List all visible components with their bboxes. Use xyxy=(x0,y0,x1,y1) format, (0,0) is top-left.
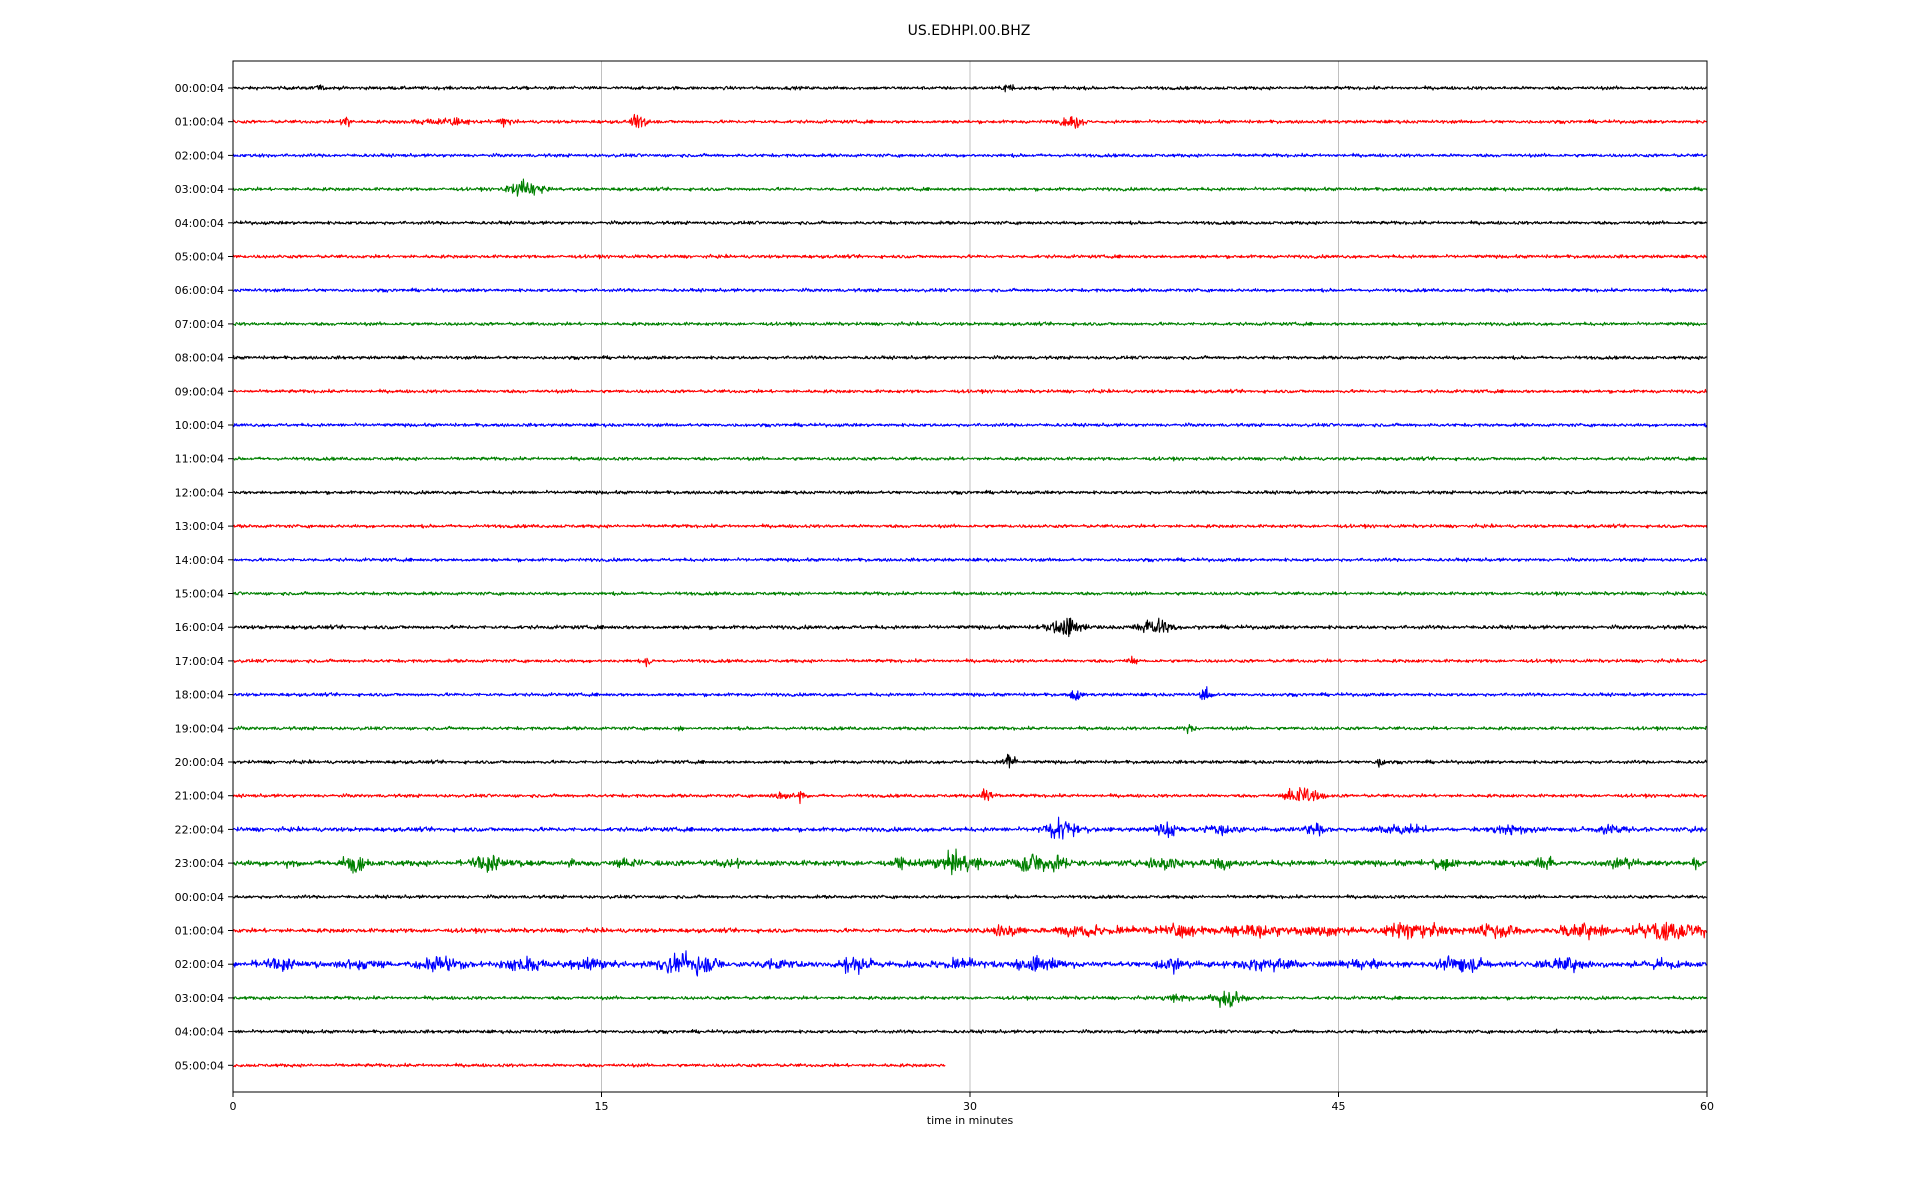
trace-09-00-04-9 xyxy=(232,388,1707,395)
trace-12-00-04-12 xyxy=(232,489,1708,496)
trace-01-00-04-25 xyxy=(232,921,1708,941)
trace-08-00-04-8 xyxy=(232,354,1708,361)
y-tick-label: 23:00:04 xyxy=(175,857,224,870)
trace-13-00-04-13 xyxy=(232,523,1708,529)
y-tick-label: 11:00:04 xyxy=(175,453,224,466)
y-tick-label: 22:00:04 xyxy=(175,823,224,836)
y-tick-label: 21:00:04 xyxy=(175,790,224,803)
y-tick-label: 04:00:04 xyxy=(175,217,224,230)
trace-10-00-04-10 xyxy=(232,422,1708,428)
trace-21-00-04-21 xyxy=(232,786,1707,805)
y-tick-label: 09:00:04 xyxy=(175,385,224,398)
trace-16-00-04-16 xyxy=(232,617,1708,638)
x-tick-label: 60 xyxy=(1700,1100,1714,1113)
trace-02-00-04-2 xyxy=(232,152,1708,159)
x-tick-label: 30 xyxy=(963,1100,977,1113)
trace-20-00-04-20 xyxy=(232,753,1708,769)
trace-02-00-04-26 xyxy=(232,950,1708,977)
y-tick-label: 02:00:04 xyxy=(175,958,224,971)
trace-17-00-04-17 xyxy=(232,655,1707,668)
grid-lines xyxy=(601,61,1339,1092)
trace-22-00-04-22 xyxy=(232,816,1708,840)
y-tick-label: 00:00:04 xyxy=(175,82,224,95)
y-tick-label: 04:00:04 xyxy=(175,1026,224,1039)
y-tick-label: 13:00:04 xyxy=(175,520,224,533)
y-tick-label: 03:00:04 xyxy=(175,183,224,196)
trace-07-00-04-7 xyxy=(232,321,1708,327)
y-tick-label: 16:00:04 xyxy=(175,621,224,634)
trace-03-00-04-3 xyxy=(232,178,1708,197)
x-axis-label: time in minutes xyxy=(927,1114,1014,1127)
y-tick-label: 01:00:04 xyxy=(175,116,224,129)
trace-11-00-04-11 xyxy=(232,455,1708,462)
y-ticks: 00:00:04 01:00:04 02:00:04 03:00:04 04:00:04… xyxy=(175,82,233,1072)
trace-04-00-04-4 xyxy=(232,220,1707,226)
y-tick-label: 17:00:04 xyxy=(175,655,224,668)
trace-00-00-04-0 xyxy=(232,84,1708,93)
y-tick-label: 07:00:04 xyxy=(175,318,224,331)
y-tick-label: 19:00:04 xyxy=(175,722,224,735)
x-ticks: 0 15 30 45 60 xyxy=(230,1092,1714,1113)
trace-00-00-04-24 xyxy=(232,894,1707,900)
trace-01-00-04-1 xyxy=(232,113,1708,129)
y-tick-label: 08:00:04 xyxy=(175,352,224,365)
y-tick-label: 00:00:04 xyxy=(175,891,224,904)
y-tick-label: 03:00:04 xyxy=(175,992,224,1005)
y-tick-label: 10:00:04 xyxy=(175,419,224,432)
trace-04-00-04-28 xyxy=(232,1028,1708,1035)
y-tick-label: 05:00:04 xyxy=(175,251,224,264)
y-tick-label: 06:00:04 xyxy=(175,284,224,297)
x-tick-label: 15 xyxy=(595,1100,609,1113)
trace-18-00-04-18 xyxy=(232,686,1707,701)
trace-15-00-04-15 xyxy=(232,590,1707,597)
y-tick-label: 05:00:04 xyxy=(175,1059,224,1072)
y-tick-label: 12:00:04 xyxy=(175,486,224,499)
trace-03-00-04-27 xyxy=(232,990,1708,1008)
x-tick-label: 0 xyxy=(230,1100,237,1113)
trace-19-00-04-19 xyxy=(232,723,1708,735)
y-tick-label: 18:00:04 xyxy=(175,689,224,702)
trace-05-00-04-29 xyxy=(232,1062,946,1068)
y-tick-label: 20:00:04 xyxy=(175,756,224,769)
trace-06-00-04-6 xyxy=(232,287,1708,293)
y-tick-label: 15:00:04 xyxy=(175,588,224,601)
trace-14-00-04-14 xyxy=(232,557,1708,563)
x-tick-label: 45 xyxy=(1332,1100,1346,1113)
trace-05-00-04-5 xyxy=(232,253,1708,260)
chart-title: US.EDHPI.00.BHZ xyxy=(908,23,1031,39)
trace-23-00-04-23 xyxy=(232,848,1707,876)
y-tick-label: 14:00:04 xyxy=(175,554,224,567)
y-tick-label: 01:00:04 xyxy=(175,925,224,938)
trace-layer xyxy=(232,84,1708,1068)
y-tick-label: 02:00:04 xyxy=(175,149,224,162)
